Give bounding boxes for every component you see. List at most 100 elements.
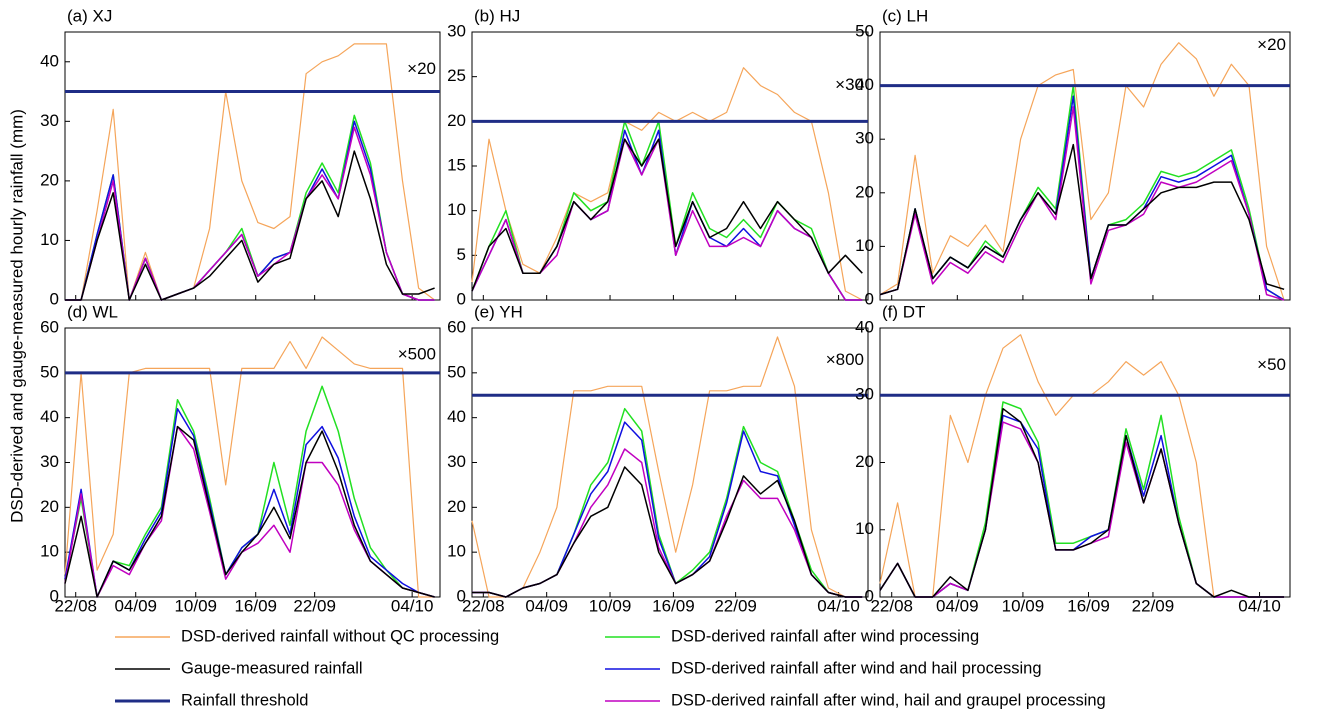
y-tick-label: 0	[457, 289, 466, 308]
annotation: ×30	[835, 75, 864, 94]
x-tick-label: 22/08	[54, 596, 97, 615]
y-tick-label: 20	[855, 452, 874, 471]
y-tick-label: 40	[447, 407, 466, 426]
y-tick-label: 10	[855, 519, 874, 538]
annotation: ×50	[1257, 355, 1286, 374]
legend-label: Rainfall threshold	[181, 691, 309, 709]
x-tick-label: 04/09	[114, 596, 157, 615]
y-tick-label: 0	[865, 289, 874, 308]
y-tick-label: 10	[447, 542, 466, 561]
series-line	[472, 466, 863, 598]
plot-frame	[471, 327, 869, 598]
y-tick-label: 5	[457, 245, 466, 264]
series-line	[64, 425, 435, 598]
series-line	[471, 336, 863, 598]
y-tick-label: 40	[855, 75, 874, 94]
legend-label: DSD-derived rainfall after wind and hail…	[671, 659, 1042, 677]
series-line	[879, 334, 1285, 598]
y-tick-label: 10	[40, 542, 59, 561]
x-tick-label: 22/09	[1132, 596, 1175, 615]
series-line	[879, 42, 1285, 301]
y-tick-label: 40	[40, 407, 59, 426]
legend-label: DSD-derived rainfall without QC processi…	[181, 627, 499, 645]
series-line	[879, 407, 1285, 598]
x-tick-label: 22/08	[870, 596, 913, 615]
y-tick-label: 60	[40, 317, 59, 336]
x-tick-label: 22/08	[462, 596, 505, 615]
x-tick-label: 04/09	[936, 596, 979, 615]
y-tick-label: 0	[50, 289, 59, 308]
x-tick-label: 10/09	[174, 596, 217, 615]
series-line	[65, 126, 435, 301]
y-tick-label: 25	[447, 66, 466, 85]
y-tick-label: 40	[855, 317, 874, 336]
x-tick-label: 04/10	[391, 596, 434, 615]
x-tick-label: 10/09	[1002, 596, 1045, 615]
plot-frame	[471, 31, 869, 301]
y-tick-label: 10	[40, 230, 59, 249]
y-tick-label: 0	[457, 586, 466, 605]
x-tick-label: 16/09	[1067, 596, 1110, 615]
y-tick-label: 30	[447, 21, 466, 40]
panel-title: (c) LH	[882, 6, 928, 25]
series-line	[65, 43, 435, 301]
y-tick-label: 50	[855, 21, 874, 40]
series-line	[471, 129, 863, 301]
panel-title: (a) XJ	[67, 6, 112, 25]
y-tick-label: 40	[40, 51, 59, 70]
series-line	[65, 114, 435, 301]
x-tick-label: 22/09	[293, 596, 336, 615]
series-line	[65, 150, 435, 301]
legend-label: DSD-derived rainfall after wind processi…	[671, 627, 979, 645]
y-tick-label: 30	[40, 452, 59, 471]
y-tick-label: 60	[447, 317, 466, 336]
y-tick-label: 10	[855, 236, 874, 255]
legend-label: Gauge-measured rainfall	[181, 659, 363, 677]
panel-title: (d) WL	[67, 302, 118, 321]
annotation: ×800	[826, 350, 864, 369]
series-line	[471, 138, 863, 292]
x-tick-label: 04/09	[525, 596, 568, 615]
panel-title: (b) HJ	[474, 6, 520, 25]
series-line	[472, 448, 863, 598]
y-tick-label: 20	[447, 111, 466, 130]
y-tick-label: 50	[40, 362, 59, 381]
series-line	[471, 138, 863, 301]
y-tick-label: 10	[447, 200, 466, 219]
y-tick-label: 20	[855, 182, 874, 201]
legend-label: DSD-derived rainfall after wind, hail an…	[671, 691, 1106, 709]
y-axis-label: DSD-derived and gauge-measured hourly ra…	[7, 109, 26, 523]
plot-frame	[879, 327, 1291, 598]
annotation: ×20	[1257, 35, 1286, 54]
plot-frame	[879, 31, 1291, 301]
series-line	[879, 414, 1285, 598]
series-line	[471, 67, 863, 301]
annotation: ×20	[407, 59, 436, 78]
y-tick-label: 20	[447, 497, 466, 516]
y-tick-label: 30	[40, 111, 59, 130]
x-tick-label: 10/09	[589, 596, 632, 615]
annotation: ×500	[398, 344, 436, 363]
y-tick-label: 30	[855, 385, 874, 404]
panel-title: (e) YH	[474, 302, 523, 321]
panel-title: (f) DT	[882, 302, 925, 321]
series-line	[64, 336, 435, 598]
y-tick-label: 15	[447, 155, 466, 174]
x-tick-label: 16/09	[652, 596, 695, 615]
y-tick-label: 50	[447, 362, 466, 381]
x-tick-label: 16/09	[234, 596, 277, 615]
series-line	[879, 143, 1285, 296]
x-tick-label: 04/10	[817, 596, 860, 615]
series-line	[879, 106, 1285, 301]
y-tick-label: 20	[40, 497, 59, 516]
plot-frame	[64, 31, 441, 301]
y-tick-label: 0	[50, 586, 59, 605]
y-tick-label: 30	[447, 452, 466, 471]
y-tick-label: 30	[855, 129, 874, 148]
series-line	[879, 401, 1285, 598]
y-tick-label: 20	[40, 170, 59, 189]
x-tick-label: 22/09	[714, 596, 757, 615]
series-line	[64, 425, 435, 598]
x-tick-label: 04/10	[1238, 596, 1281, 615]
